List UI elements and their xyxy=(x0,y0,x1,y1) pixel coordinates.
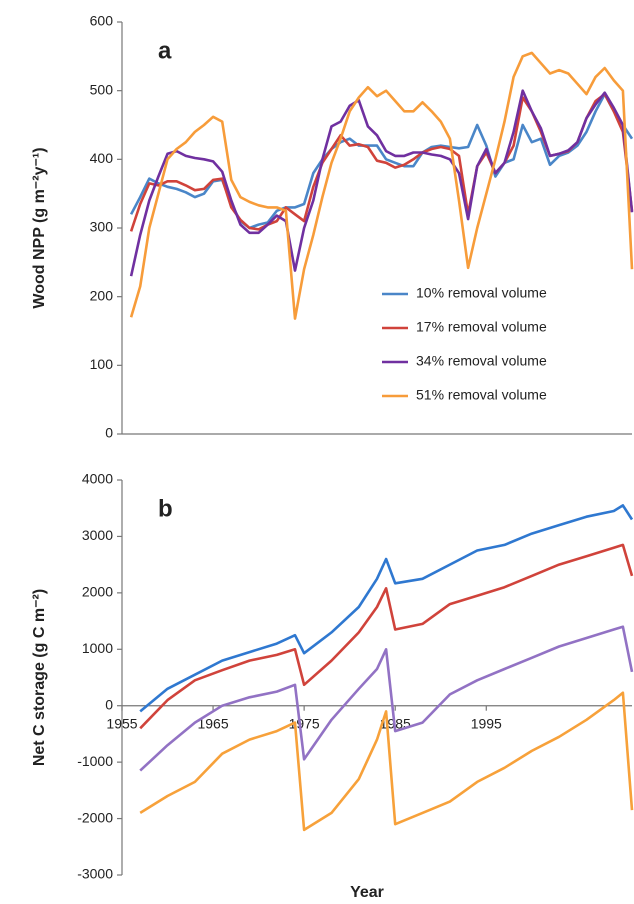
y-tick-label: 2000 xyxy=(82,584,113,600)
y-tick-label: 500 xyxy=(90,81,114,97)
y-tick-label: -3000 xyxy=(77,866,113,882)
panel-label: b xyxy=(158,495,173,522)
y-tick-label: -1000 xyxy=(77,753,113,769)
y-tick-label: 200 xyxy=(90,287,114,303)
legend-label: 10% removal volume xyxy=(416,285,547,301)
legend-label: 34% removal volume xyxy=(416,353,547,369)
legend-label: 51% removal volume xyxy=(416,387,547,403)
y-tick-label: -2000 xyxy=(77,809,113,825)
series-line xyxy=(139,625,634,772)
y-tick-label: 3000 xyxy=(82,527,113,543)
series-line xyxy=(139,543,634,730)
y-tick-label: 100 xyxy=(90,356,114,372)
x-tick-label: 1965 xyxy=(197,715,228,731)
y-axis-title: Net C storage (g C m⁻²) xyxy=(31,589,48,766)
series-line xyxy=(139,691,634,832)
y-tick-label: 4000 xyxy=(82,471,113,487)
x-tick-label: 1995 xyxy=(471,715,502,731)
y-tick-label: 0 xyxy=(105,425,113,441)
legend-label: 17% removal volume xyxy=(416,319,547,335)
y-tick-label: 600 xyxy=(90,13,114,29)
y-tick-label: 400 xyxy=(90,150,114,166)
x-tick-label: 1955 xyxy=(106,715,137,731)
y-axis-title: Wood NPP (g m⁻²y⁻¹) xyxy=(31,147,48,308)
y-tick-label: 0 xyxy=(105,696,113,712)
series-line xyxy=(129,51,634,320)
series-line xyxy=(129,89,634,277)
series-line xyxy=(129,92,634,230)
y-tick-label: 1000 xyxy=(82,640,113,656)
x-axis-title: Year xyxy=(350,884,384,901)
series-line xyxy=(139,504,634,713)
y-tick-label: 300 xyxy=(90,219,114,235)
panel-label: a xyxy=(158,37,172,64)
series-line xyxy=(129,92,634,232)
